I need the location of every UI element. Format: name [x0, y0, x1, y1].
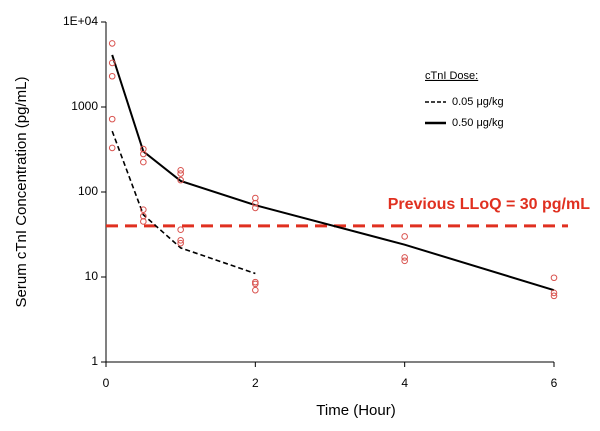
- data-point: [140, 206, 147, 213]
- data-point: [177, 226, 184, 234]
- legend-label: 0.05 μg/kg: [452, 96, 504, 108]
- data-point: [550, 289, 558, 297]
- reference-label: Previous LLoQ = 30 pg/mL: [388, 196, 590, 213]
- y-tick-label: 100: [78, 184, 98, 198]
- data-point: [252, 286, 259, 294]
- data-point: [108, 59, 116, 67]
- legend-label: 0.50 μg/kg: [452, 117, 504, 129]
- data-point: [108, 115, 116, 123]
- y-tick-label: 1: [91, 354, 98, 368]
- data-point: [252, 204, 259, 212]
- data-point: [401, 233, 408, 240]
- data-point: [140, 145, 147, 153]
- y-tick-label: 1E+04: [63, 14, 98, 28]
- x-tick-label: 6: [551, 376, 558, 390]
- data-point: [252, 280, 259, 288]
- data-point: [401, 254, 408, 261]
- data-point: [177, 239, 184, 247]
- x-axis-title: Time (Hour): [316, 402, 395, 419]
- y-axis-title: Serum cTnI Concentration (pg/mL): [13, 77, 30, 308]
- data-point: [177, 170, 184, 177]
- data-point: [550, 292, 558, 300]
- data-point: [177, 176, 184, 184]
- legend-title: cTnI Dose:: [425, 70, 478, 82]
- y-tick-label: 10: [85, 269, 99, 283]
- data-point: [108, 72, 116, 80]
- data-point: [108, 40, 116, 47]
- data-point: [550, 274, 558, 282]
- data-point: [140, 158, 147, 166]
- data-point: [177, 237, 184, 244]
- data-point: [140, 150, 147, 158]
- data-point: [177, 167, 184, 174]
- series-line: [111, 130, 256, 275]
- x-tick-label: 0: [103, 376, 110, 390]
- data-point: [140, 218, 147, 225]
- data-point: [401, 257, 408, 265]
- data-point: [108, 144, 116, 152]
- x-tick-label: 2: [252, 376, 259, 390]
- x-tick-label: 4: [401, 376, 408, 390]
- data-point: [252, 199, 259, 207]
- series-line: [111, 54, 555, 292]
- y-tick-label: 1000: [71, 99, 98, 113]
